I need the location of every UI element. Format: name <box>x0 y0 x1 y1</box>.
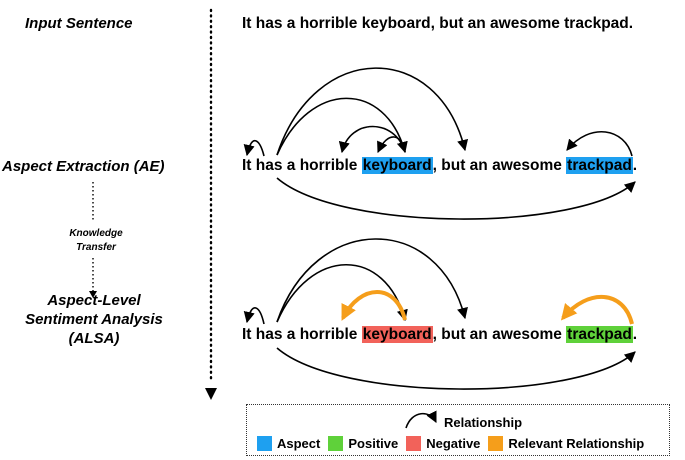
alsa-self-arc <box>243 307 265 325</box>
legend-label-aspect: Aspect <box>277 436 321 451</box>
alsa-relevant-arc-trackpad <box>560 294 634 325</box>
alsa-prefix: It has a horrible <box>242 326 362 343</box>
relationship-legend-icon <box>405 410 437 429</box>
alsa-suffix: . <box>632 326 638 343</box>
ae-arcs <box>243 67 636 220</box>
positive-swatch <box>328 436 344 451</box>
transfer-text: Transfer <box>76 242 116 253</box>
alsa-relevant-arcs <box>341 290 634 325</box>
ae-aspect-trackpad: trackpad <box>566 157 633 174</box>
legend-item-positive: Positive <box>328 436 398 451</box>
ae-self-arc <box>243 140 265 157</box>
input-sentence-label: Input Sentence <box>25 15 133 32</box>
alsa-positive-trackpad: trackpad <box>566 326 633 343</box>
ae-arc-bottom <box>276 177 636 220</box>
relevant-swatch <box>488 436 504 451</box>
ae-sentence: It has a horrible keyboard, but an aweso… <box>242 155 637 177</box>
ae-arc-keyboard-to-a <box>377 136 406 154</box>
ae-arc-keyboard-to-horrible <box>338 125 406 154</box>
alsa-line-1: Aspect-Level <box>47 292 141 309</box>
alsa-arc-to-keyboard <box>276 263 408 323</box>
legend-label-positive: Positive <box>348 436 399 451</box>
alsa-arcs <box>243 238 636 390</box>
alsa-line-2: Sentiment Analysis <box>25 311 163 328</box>
divider-arrowhead <box>205 388 217 400</box>
alsa-arc-bottom <box>276 347 636 390</box>
legend-item-relevant: Relevant Relationship <box>488 436 644 451</box>
alsa-arc-to-but <box>276 238 468 323</box>
ae-arc-to-but <box>276 67 469 156</box>
legend-items: Aspect Positive Negative Relevant Relati… <box>257 436 652 451</box>
legend-item-negative: Negative <box>406 436 480 451</box>
legend-relationship-label: Relationship <box>444 415 523 430</box>
ae-suffix: . <box>632 157 638 174</box>
alsa-negative-keyboard: keyboard <box>361 326 433 343</box>
aspect-extraction-label: Aspect Extraction (AE) <box>2 158 165 175</box>
knowledge-transfer-arrowhead <box>89 291 97 298</box>
ae-middle: , but an awesome <box>432 157 567 174</box>
alsa-middle: , but an awesome <box>432 326 567 343</box>
alsa-sentence: It has a horrible keyboard, but an aweso… <box>242 324 637 346</box>
alsa-relevant-arc-keyboard <box>341 290 407 321</box>
knowledge-text: Knowledge <box>69 228 123 239</box>
input-sentence: It has a horrible keyboard, but an aweso… <box>242 15 634 32</box>
knowledge-transfer-label: Knowledge Transfer <box>56 227 136 255</box>
legend: Relationship Aspect Positive Negative Re… <box>246 404 670 456</box>
alsa-label: Aspect-Level Sentiment Analysis (ALSA) <box>14 291 174 348</box>
ae-arc-trackpad-to-awesome <box>566 130 633 157</box>
ae-arc-to-keyboard <box>276 97 408 156</box>
legend-item-aspect: Aspect <box>257 436 320 451</box>
aspect-swatch <box>257 436 272 451</box>
alsa-line-3: (ALSA) <box>68 330 120 347</box>
negative-swatch <box>406 436 422 451</box>
ae-aspect-keyboard: keyboard <box>361 157 433 174</box>
legend-label-negative: Negative <box>426 436 481 451</box>
legend-label-relevant: Relevant Relationship <box>508 436 645 451</box>
ae-prefix: It has a horrible <box>242 157 362 174</box>
